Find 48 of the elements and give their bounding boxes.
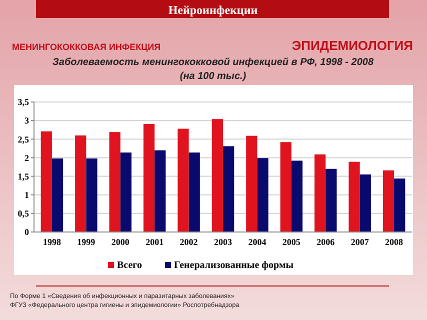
bar	[143, 124, 155, 232]
x-tick-label: 2008	[385, 237, 404, 247]
bar	[86, 158, 98, 232]
bar	[314, 154, 326, 232]
chart-subtitle: (на 100 тыс.)	[180, 71, 247, 82]
x-tick-label: 1999	[77, 237, 96, 247]
y-tick-label: 3	[24, 116, 30, 126]
x-tick-label: 2007	[350, 237, 370, 247]
text: МЕНИНГОКОККОВАЯ ИНФЕКЦИЯ	[12, 42, 161, 52]
bar	[360, 174, 371, 232]
x-tick-label: 1998	[42, 237, 62, 247]
y-tick-label: 1,5	[18, 171, 30, 182]
text: ЭПИДЕМИОЛОГИЯ	[292, 38, 413, 53]
bar	[188, 152, 200, 232]
y-tick-label: 2	[24, 152, 30, 163]
x-tick-label: 2001	[146, 237, 164, 247]
x-tick-label: 2000	[111, 237, 130, 247]
y-tick-label: 2,5	[18, 134, 30, 144]
bar	[291, 160, 303, 232]
bar	[40, 131, 52, 232]
x-tick-label: 2006	[316, 237, 336, 247]
x-tick-label: 2002	[180, 237, 198, 247]
y-tick-label: 0	[24, 227, 30, 238]
chart-title: Заболеваемость менингококковой инфекцией в РФ, 1998 - 2008	[52, 57, 374, 68]
legend-label: Всего	[117, 260, 142, 271]
x-tick-label: 2004	[248, 237, 267, 247]
bar	[257, 158, 268, 232]
bar	[348, 162, 360, 232]
bar	[223, 146, 234, 232]
bar	[212, 119, 223, 232]
y-tick-label: 3,5	[18, 97, 30, 108]
bar	[394, 178, 406, 232]
y-tick-label: 1	[24, 190, 30, 200]
y-tick-label: 0,5	[18, 208, 30, 219]
bar	[154, 150, 166, 232]
bar	[326, 168, 337, 232]
bar	[109, 132, 120, 232]
text: Нейроинфекции	[168, 3, 258, 17]
bar	[120, 152, 132, 232]
bar	[178, 128, 189, 232]
x-tick-label: 2003	[214, 237, 232, 247]
bar	[75, 135, 86, 232]
bar	[246, 136, 258, 232]
bar	[52, 158, 64, 232]
bar	[382, 170, 394, 232]
bar	[280, 142, 292, 232]
legend-label: Генерализованные формы	[174, 260, 294, 271]
x-tick-label: 2005	[282, 237, 301, 247]
